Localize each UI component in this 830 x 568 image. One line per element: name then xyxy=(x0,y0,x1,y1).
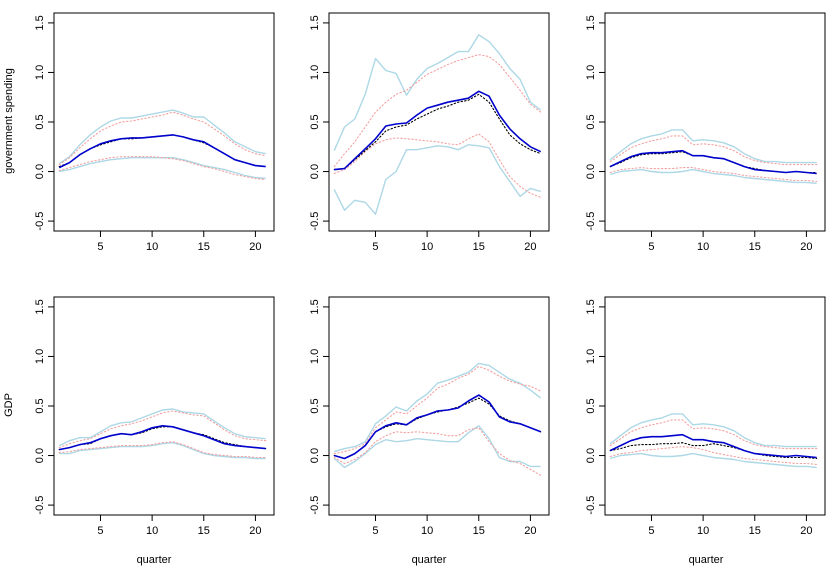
series-line-alt-upper xyxy=(609,135,818,166)
panel-r0-c2: 5 10 15 20 -0.5 0.0 0.5 1.0 1.5 xyxy=(585,12,826,253)
panel-r1-c2: 5 10 15 20 -0.5 0.0 0.5 1.0 1.5 xyxy=(585,296,826,537)
y-tick-label: 1.0 xyxy=(309,349,321,364)
series-line-median xyxy=(59,424,266,451)
x-tick-label: 20 xyxy=(800,241,812,253)
x-tick-label: 20 xyxy=(524,525,536,537)
y-tick-label: 1.5 xyxy=(585,299,597,314)
x-axis-title-col-0: quarter xyxy=(137,554,172,566)
x-axis-title-col-1: quarter xyxy=(412,554,447,566)
panel-r0-c1: 5 10 15 20 -0.5 0.0 0.5 1.0 1.5 xyxy=(309,12,550,253)
panel-r1-c1: 5 10 15 20 -0.5 0.0 0.5 1.0 1.5 xyxy=(309,296,550,537)
series-line-lower xyxy=(610,168,817,185)
y-tick-label: 0.5 xyxy=(309,398,321,413)
x-tick-label: 5 xyxy=(372,241,378,253)
series-line-median xyxy=(333,394,541,460)
x-tick-label: 15 xyxy=(473,241,485,253)
x-tick-label: 15 xyxy=(198,241,210,253)
series-line-upper xyxy=(58,408,266,447)
y-tick-label: 0.5 xyxy=(34,398,46,413)
y-tick-label: 0.5 xyxy=(585,398,597,413)
series-line-median xyxy=(334,90,542,171)
y-tick-label: -0.5 xyxy=(309,212,321,231)
y-tick-label: 1.5 xyxy=(585,15,597,30)
x-tick-label: 15 xyxy=(473,525,485,537)
series-line-median xyxy=(58,134,266,169)
panel-r0-c0: 5 10 15 20 -0.5 0.0 0.5 1.0 1.5 xyxy=(34,12,275,253)
x-tick-label: 10 xyxy=(697,525,709,537)
x-tick-label: 5 xyxy=(97,241,103,253)
series-line-alt-lower xyxy=(58,441,267,459)
y-tick-label: 0.0 xyxy=(585,164,597,179)
series-line-median xyxy=(609,149,817,175)
y-tick-label: 1.5 xyxy=(34,299,46,314)
y-tick-label: 0.5 xyxy=(309,114,321,129)
x-tick-label: 5 xyxy=(97,525,103,537)
series-line-alt-lower xyxy=(609,167,818,183)
series-line-alt-upper xyxy=(58,111,267,166)
y-tick-label: 1.0 xyxy=(34,65,46,80)
y-tick-label: 0.0 xyxy=(309,448,321,463)
y-tick-label: 0.0 xyxy=(34,448,46,463)
y-tick-label: 0.0 xyxy=(585,448,597,463)
series-line-alt-lower xyxy=(609,446,818,466)
series-line-upper xyxy=(58,109,266,165)
series-line-lower xyxy=(59,442,266,460)
series-line-alt-upper xyxy=(609,419,818,450)
x-tick-label: 5 xyxy=(648,525,654,537)
x-tick-label: 10 xyxy=(146,241,158,253)
x-tick-label: 10 xyxy=(421,241,433,253)
series-line-upper xyxy=(609,413,817,448)
row-label-1: GDP xyxy=(3,393,15,417)
y-tick-label: 1.5 xyxy=(34,15,46,30)
y-tick-label: 0.5 xyxy=(585,114,597,129)
x-tick-label: 20 xyxy=(249,525,261,537)
series-line-alt-lower xyxy=(333,427,542,476)
x-tick-label: 5 xyxy=(372,525,378,537)
series-line-lower xyxy=(333,144,541,215)
x-tick-label: 5 xyxy=(648,241,654,253)
x-tick-label: 10 xyxy=(146,525,158,537)
x-axis-title-col-2: quarter xyxy=(689,554,724,566)
y-tick-label: -0.5 xyxy=(34,496,46,515)
series-line-alt-lower xyxy=(58,156,267,181)
panels-layer: 5 10 15 20 -0.5 0.0 0.5 1.0 1.5 5 10 15 20 -0.5 0.0 0.5… xyxy=(34,12,826,537)
y-tick-label: -0.5 xyxy=(585,212,597,231)
y-tick-label: -0.5 xyxy=(309,496,321,515)
y-tick-label: -0.5 xyxy=(585,496,597,515)
y-tick-label: 1.0 xyxy=(309,65,321,80)
y-tick-label: 0.5 xyxy=(34,114,46,129)
x-tick-label: 20 xyxy=(800,525,812,537)
x-tick-label: 15 xyxy=(749,525,761,537)
x-tick-label: 10 xyxy=(421,525,433,537)
row-label-0: government spending xyxy=(3,68,15,174)
y-tick-label: -0.5 xyxy=(34,212,46,231)
series-line-lower xyxy=(610,452,817,469)
series-line-alt-lower xyxy=(333,133,542,198)
series-line-benchmark xyxy=(333,93,542,171)
x-tick-label: 20 xyxy=(524,241,536,253)
y-tick-label: 1.0 xyxy=(585,349,597,364)
y-tick-label: 1.0 xyxy=(585,65,597,80)
x-tick-label: 15 xyxy=(198,525,210,537)
series-line-benchmark xyxy=(609,442,818,460)
y-tick-label: 1.5 xyxy=(309,15,321,30)
y-tick-label: 0.0 xyxy=(309,164,321,179)
series-line-lower xyxy=(333,425,541,469)
panel-r1-c0: 5 10 15 20 -0.5 0.0 0.5 1.0 1.5 xyxy=(34,296,275,537)
series-line-alt-upper xyxy=(333,54,542,168)
y-tick-label: 1.5 xyxy=(309,299,321,314)
series-line-upper xyxy=(609,129,817,164)
x-tick-label: 15 xyxy=(749,241,761,253)
y-tick-label: 1.0 xyxy=(34,349,46,364)
series-line-median xyxy=(609,433,817,459)
series-line-upper xyxy=(333,34,542,151)
x-tick-label: 20 xyxy=(249,241,261,253)
x-tick-label: 10 xyxy=(697,241,709,253)
y-tick-label: 0.0 xyxy=(34,164,46,179)
series-line-upper xyxy=(334,362,542,453)
